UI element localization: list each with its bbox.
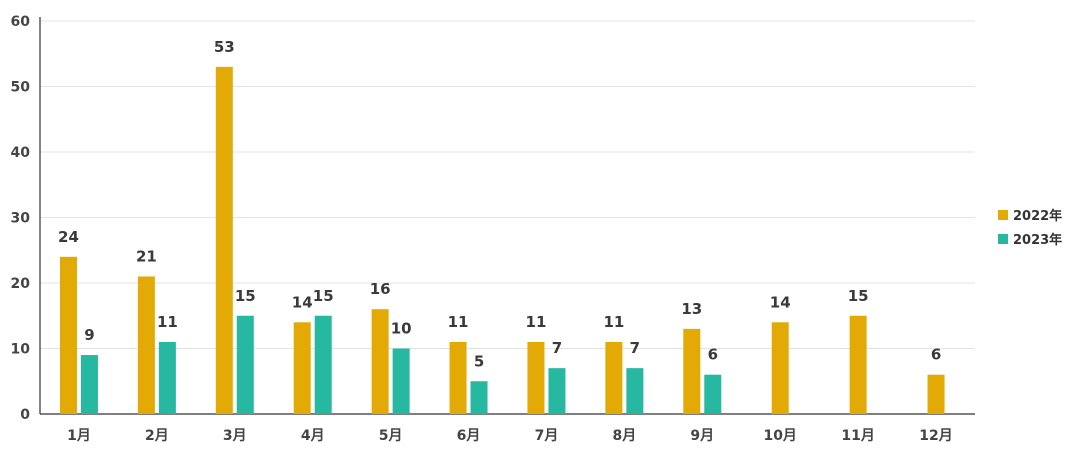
bar-2-2 <box>158 341 176 414</box>
x-tick-label: 9月 <box>690 428 714 444</box>
bar-1-8 <box>605 341 623 414</box>
bar-2-1 <box>80 355 98 414</box>
x-tick-label: 2月 <box>145 428 169 444</box>
bar-2-3 <box>236 315 254 414</box>
data-label: 11 <box>603 313 624 331</box>
data-label: 15 <box>235 287 256 305</box>
legend-label-1: 2022年 <box>1013 208 1062 224</box>
data-label: 24 <box>58 228 79 246</box>
x-tick-label: 8月 <box>613 428 637 444</box>
legend-swatch-2 <box>998 234 1008 244</box>
data-label: 16 <box>370 280 391 298</box>
bar-2-5 <box>392 348 410 414</box>
x-tick-label: 7月 <box>535 428 559 444</box>
data-label: 7 <box>552 339 562 357</box>
bar-1-2 <box>137 276 155 414</box>
y-tick-label: 30 <box>11 211 31 227</box>
data-label: 11 <box>157 313 178 331</box>
y-tick-label: 10 <box>11 342 31 358</box>
bars <box>59 66 945 414</box>
x-tick-label: 6月 <box>457 428 481 444</box>
data-label: 5 <box>474 352 484 370</box>
y-tick-label: 20 <box>11 276 31 292</box>
x-tick-label: 12月 <box>919 428 952 444</box>
bar-1-5 <box>371 309 389 414</box>
x-tick-label: 10月 <box>763 428 796 444</box>
data-label: 6 <box>931 346 941 364</box>
bar-1-7 <box>527 341 545 414</box>
bar-2-6 <box>470 381 488 414</box>
bar-1-1 <box>59 256 77 414</box>
x-tick-label: 4月 <box>301 428 325 444</box>
y-tick-label: 50 <box>11 80 31 96</box>
data-label: 11 <box>448 313 469 331</box>
y-tick-label: 40 <box>11 145 31 161</box>
data-label: 9 <box>84 326 94 344</box>
x-tick-label: 11月 <box>841 428 874 444</box>
bar-2-8 <box>626 368 644 414</box>
data-label: 15 <box>313 287 334 305</box>
bar-1-10 <box>771 322 789 414</box>
bar-1-12 <box>927 374 945 414</box>
data-label: 13 <box>681 300 702 318</box>
data-label: 14 <box>292 293 313 311</box>
data-label: 11 <box>526 313 547 331</box>
legend-swatch-1 <box>998 210 1008 220</box>
data-label: 53 <box>214 38 235 56</box>
bar-1-9 <box>683 328 701 414</box>
data-label: 10 <box>391 320 412 338</box>
legend: 2022年 2023年 <box>998 208 1062 248</box>
bar-1-11 <box>849 315 867 414</box>
bar-2-9 <box>704 374 722 414</box>
y-tick-label: 0 <box>20 407 30 423</box>
bar-1-3 <box>215 66 233 414</box>
data-label: 15 <box>848 287 869 305</box>
axes: 0 10 20 30 40 50 60 1月 2月 3月 4月 5月 6月 7月 8月 9月 10月 11月 12月 <box>11 14 975 444</box>
bar-1-4 <box>293 322 311 414</box>
x-tick-label: 5月 <box>379 428 403 444</box>
bar-1-6 <box>449 341 467 414</box>
y-tick-label: 60 <box>11 14 31 30</box>
data-label: 14 <box>770 293 791 311</box>
data-label: 7 <box>630 339 640 357</box>
bar-2-7 <box>548 368 566 414</box>
data-label: 21 <box>136 247 157 265</box>
data-label: 6 <box>708 346 718 364</box>
legend-label-2: 2023年 <box>1013 232 1062 248</box>
x-tick-label: 3月 <box>223 428 247 444</box>
gridlines <box>40 20 975 349</box>
bar-2-4 <box>314 315 332 414</box>
x-tick-label: 1月 <box>67 428 91 444</box>
